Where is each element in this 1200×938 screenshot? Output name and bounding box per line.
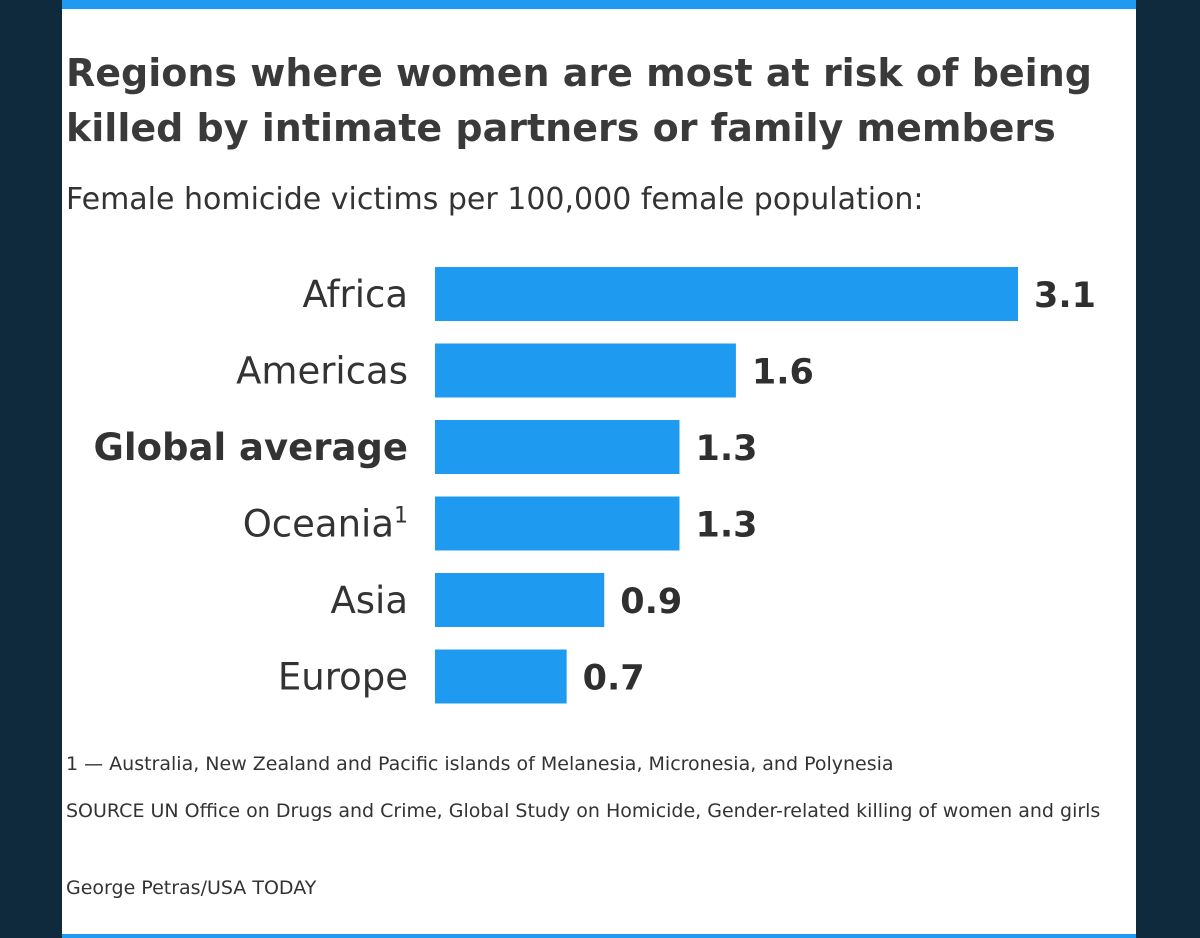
chart-subtitle: Female homicide victims per 100,000 fema… — [66, 182, 924, 217]
bar-europe — [435, 649, 567, 704]
value-label-asia: 0.9 — [620, 582, 682, 622]
category-label-asia: Asia — [330, 579, 408, 622]
credit-line: George Petras/USA TODAY — [66, 877, 317, 899]
category-label-oceania: Oceania1 — [243, 503, 408, 546]
category-label-global-average: Global average — [94, 426, 408, 469]
bar-asia — [435, 573, 605, 627]
category-label-europe: Europe — [278, 656, 408, 699]
bar-oceania — [435, 496, 680, 551]
bar-americas — [435, 343, 736, 398]
value-label-africa: 3.1 — [1034, 276, 1096, 316]
source-note: SOURCE UN Office on Drugs and Crime, Glo… — [66, 800, 1101, 822]
bar-global-average — [435, 420, 680, 474]
value-label-global-average: 1.3 — [695, 429, 757, 469]
infographic-card: Regions where women are most at risk of … — [62, 0, 1136, 938]
value-label-oceania: 1.3 — [695, 506, 757, 546]
value-label-europe: 0.7 — [583, 659, 645, 699]
chart-title: Regions where women are most at risk of … — [66, 51, 1092, 150]
category-label-africa: Africa — [302, 273, 408, 316]
category-label-americas: Americas — [236, 350, 408, 393]
value-label-americas: 1.6 — [752, 353, 814, 393]
top-accent-bar — [62, 0, 1136, 9]
footnote-marker: 1 — [394, 504, 408, 529]
footnote: 1 — Australia, New Zealand and Pacific i… — [66, 753, 894, 775]
bottom-accent-bar — [62, 934, 1136, 938]
bar-africa — [435, 267, 1018, 321]
bar-chart: Africa 3.1 Americas 1.6 Global average 1.3 Oce… — [94, 267, 1096, 704]
